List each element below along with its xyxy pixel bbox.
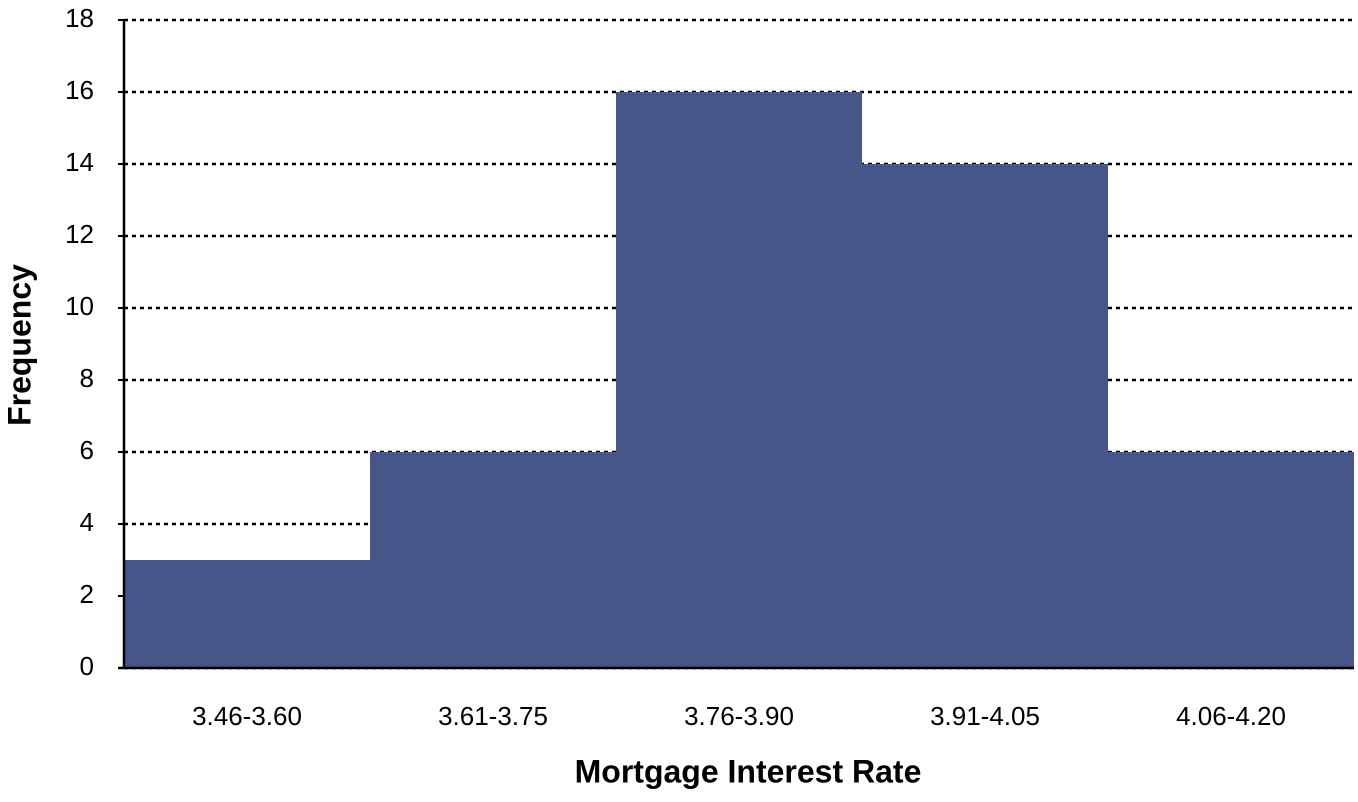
x-axis-title: Mortgage Interest Rate (575, 753, 922, 789)
x-tick-label: 4.06-4.20 (1176, 701, 1286, 731)
y-tick-label: 10 (65, 291, 94, 321)
x-tick-label: 3.91-4.05 (930, 701, 1040, 731)
bar-layer (124, 92, 1354, 668)
y-tick-label: 0 (80, 651, 94, 681)
y-tick-label: 6 (80, 435, 94, 465)
bar (1108, 452, 1354, 668)
x-tick-label: 3.61-3.75 (438, 701, 548, 731)
y-axis-title: Frequency (1, 264, 37, 426)
x-tick-label: 3.46-3.60 (192, 701, 302, 731)
y-tick-label: 18 (65, 3, 94, 33)
y-tick-label: 8 (80, 363, 94, 393)
x-tick-label: 3.76-3.90 (684, 701, 794, 731)
y-tick-label: 12 (65, 219, 94, 249)
bar (616, 92, 862, 668)
label-layer: 0 2 4 6 8 10 12 14 16 18 3.46-3.60 3.61-3.75 3.76-3.… (65, 3, 1354, 731)
bar (370, 452, 616, 668)
bar (124, 560, 370, 668)
y-tick-label: 4 (80, 507, 94, 537)
y-tick-label: 2 (80, 579, 94, 609)
bar (862, 164, 1108, 668)
y-tick-label: 16 (65, 75, 94, 105)
y-tick-label: 14 (65, 147, 94, 177)
